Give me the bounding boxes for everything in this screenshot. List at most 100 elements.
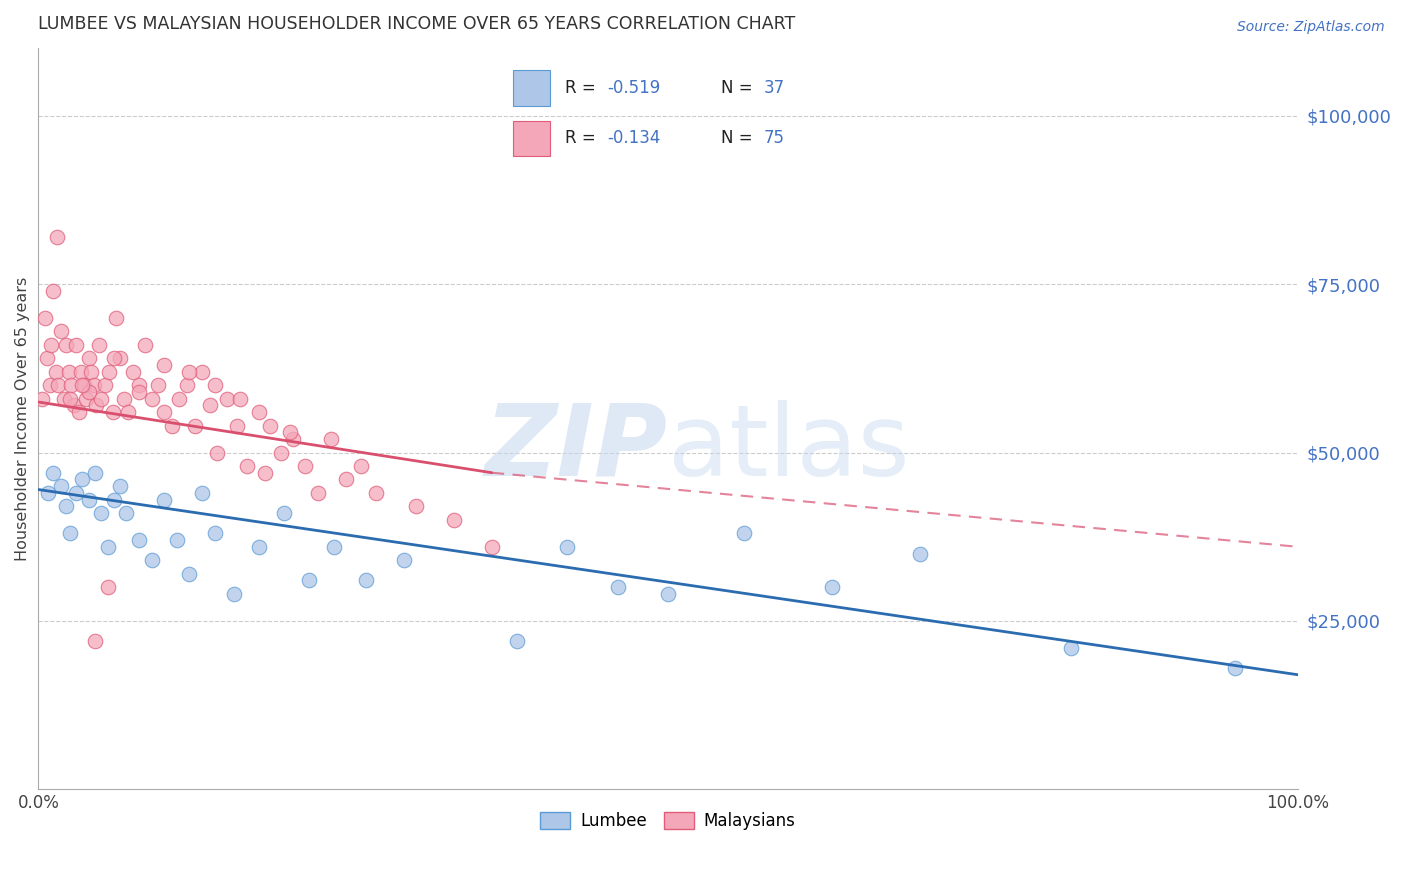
Point <box>55 500 77 514</box>
Point <box>281 432 304 446</box>
Point <box>108 351 131 366</box>
Point <box>294 458 316 473</box>
Point <box>1060 640 1083 655</box>
Point <box>153 405 176 419</box>
Point <box>80 365 103 379</box>
Point <box>204 378 226 392</box>
Point <box>226 418 249 433</box>
Point <box>364 486 387 500</box>
Legend: Lumbee, Malaysians: Lumbee, Malaysians <box>534 805 803 837</box>
Point <box>67 405 90 419</box>
Point <box>87 337 110 351</box>
Point <box>128 533 150 547</box>
Point <box>46 230 69 244</box>
Point <box>1223 661 1246 675</box>
Point <box>657 587 679 601</box>
Point <box>37 486 59 500</box>
Point <box>821 580 844 594</box>
Point <box>39 337 62 351</box>
Point <box>103 351 125 366</box>
Point <box>236 458 259 473</box>
Point <box>160 418 183 433</box>
Point <box>45 365 67 379</box>
Point <box>392 553 415 567</box>
Point <box>38 378 60 392</box>
Point <box>34 310 56 325</box>
Point <box>247 540 270 554</box>
Point <box>169 392 191 406</box>
Point <box>60 378 83 392</box>
Point <box>31 392 53 406</box>
Point <box>278 425 301 440</box>
Point <box>183 418 205 433</box>
Point <box>298 574 321 588</box>
Point <box>606 580 628 594</box>
Point <box>273 506 295 520</box>
Point <box>101 405 124 419</box>
Y-axis label: Householder Income Over 65 years: Householder Income Over 65 years <box>15 277 30 561</box>
Point <box>65 337 87 351</box>
Point <box>97 540 120 554</box>
Point <box>198 398 221 412</box>
Text: ZIP: ZIP <box>485 400 668 497</box>
Point <box>733 526 755 541</box>
Point <box>37 351 59 366</box>
Point <box>229 392 252 406</box>
Point <box>49 324 72 338</box>
Point <box>205 445 228 459</box>
Point <box>146 378 169 392</box>
Point <box>323 540 346 554</box>
Point <box>179 566 201 581</box>
Point <box>84 398 107 412</box>
Point <box>307 486 329 500</box>
Point <box>55 337 77 351</box>
Point <box>166 533 188 547</box>
Point <box>70 365 93 379</box>
Point <box>115 506 138 520</box>
Point <box>49 479 72 493</box>
Point <box>84 634 107 648</box>
Point <box>72 472 94 486</box>
Point <box>84 466 107 480</box>
Point <box>42 284 65 298</box>
Point <box>908 547 931 561</box>
Point <box>72 378 94 392</box>
Point <box>62 398 84 412</box>
Point <box>141 392 163 406</box>
Point <box>58 365 80 379</box>
Text: LUMBEE VS MALAYSIAN HOUSEHOLDER INCOME OVER 65 YEARS CORRELATION CHART: LUMBEE VS MALAYSIAN HOUSEHOLDER INCOME O… <box>38 15 796 33</box>
Point <box>506 634 529 648</box>
Point <box>443 513 465 527</box>
Point <box>405 500 427 514</box>
Point <box>77 492 100 507</box>
Point <box>52 392 75 406</box>
Point <box>73 378 96 392</box>
Point <box>117 405 139 419</box>
Point <box>153 358 176 372</box>
Point <box>141 553 163 567</box>
Text: atlas: atlas <box>668 400 910 497</box>
Point <box>179 365 201 379</box>
Point <box>128 384 150 399</box>
Point <box>83 378 105 392</box>
Point <box>105 310 128 325</box>
Point <box>134 337 156 351</box>
Point <box>481 540 503 554</box>
Point <box>350 458 373 473</box>
Point <box>48 378 70 392</box>
Point <box>270 445 292 459</box>
Point <box>204 526 226 541</box>
Point <box>217 392 239 406</box>
Point <box>77 351 100 366</box>
Point <box>335 472 357 486</box>
Point <box>259 418 281 433</box>
Point <box>222 587 245 601</box>
Point <box>112 392 135 406</box>
Point <box>90 392 112 406</box>
Point <box>97 365 120 379</box>
Point <box>77 384 100 399</box>
Point <box>176 378 198 392</box>
Text: Source: ZipAtlas.com: Source: ZipAtlas.com <box>1237 20 1385 34</box>
Point <box>59 392 82 406</box>
Point <box>254 466 277 480</box>
